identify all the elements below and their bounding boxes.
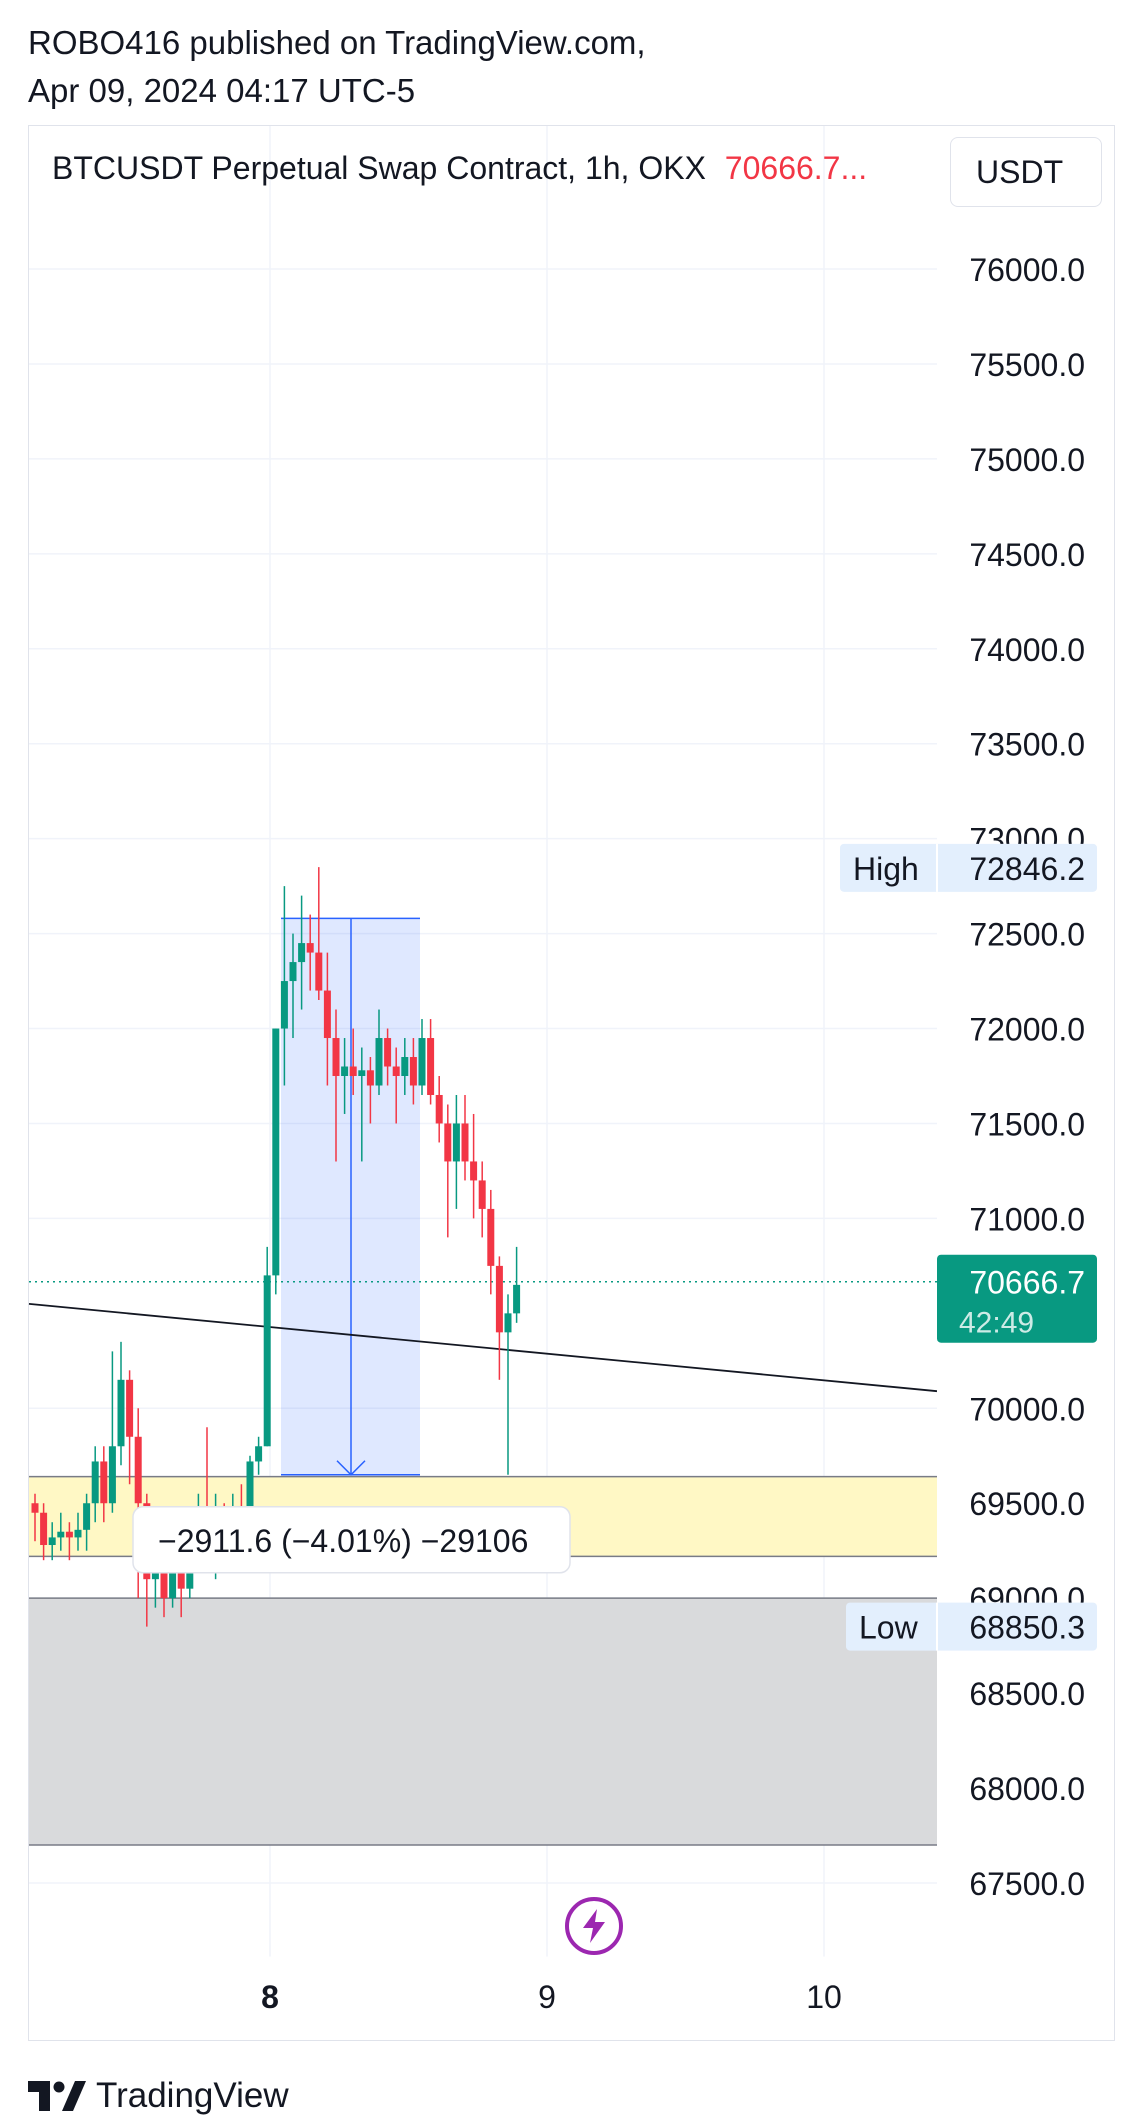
trendline[interactable] xyxy=(28,1302,938,1393)
lightning-icon[interactable] xyxy=(565,1897,623,1955)
candle[interactable] xyxy=(134,1436,142,1504)
price-tick-label: 71500.0 xyxy=(969,1106,1085,1142)
price-tick-label: 70000.0 xyxy=(969,1391,1085,1427)
measure-label: −2911.6 (−4.01%) −29106 xyxy=(158,1523,528,1559)
high-tag xyxy=(840,843,1097,892)
arrow-down-icon xyxy=(336,1460,366,1476)
candle[interactable] xyxy=(349,1066,357,1076)
demand-zone xyxy=(29,1598,937,1846)
price-tick-label: 74000.0 xyxy=(969,632,1085,668)
candle[interactable] xyxy=(418,1038,426,1086)
candle[interactable] xyxy=(169,1550,177,1599)
last-price-value: 70666.7 xyxy=(969,1265,1085,1301)
candle[interactable] xyxy=(126,1379,134,1437)
symbol-title: BTCUSDT Perpetual Swap Contract, 1h, OKX xyxy=(52,150,706,186)
candle[interactable] xyxy=(91,1461,99,1504)
candle[interactable] xyxy=(40,1512,48,1546)
high-value: 72846.2 xyxy=(969,851,1085,887)
candle[interactable] xyxy=(384,1038,392,1067)
candle[interactable] xyxy=(461,1123,469,1162)
candle[interactable] xyxy=(504,1313,512,1333)
low-value: 68850.3 xyxy=(969,1610,1085,1646)
price-tick-label: 67500.0 xyxy=(969,1866,1085,1902)
time-tick-label: 9 xyxy=(538,1979,556,2015)
last-price-tag xyxy=(937,1254,1097,1343)
chart-frame xyxy=(28,125,1115,2041)
candle[interactable] xyxy=(470,1161,478,1181)
low-label: Low xyxy=(859,1610,919,1646)
measure-label-box xyxy=(132,1506,571,1574)
candle[interactable] xyxy=(306,943,314,953)
candle[interactable] xyxy=(323,990,331,1039)
publish-date: Apr 09, 2024 04:17 UTC-5 xyxy=(28,72,416,109)
tradingview-brand: TradingView xyxy=(28,2076,289,2116)
candle[interactable] xyxy=(298,943,306,963)
candle[interactable] xyxy=(366,1070,374,1086)
candle[interactable] xyxy=(435,1094,443,1124)
header-price: 70666.7 xyxy=(724,150,841,186)
candle[interactable] xyxy=(117,1379,125,1447)
candle[interactable] xyxy=(478,1180,486,1209)
price-tick-label: 74500.0 xyxy=(969,537,1085,573)
candle[interactable] xyxy=(409,1057,417,1086)
price-tick-label: 69500.0 xyxy=(969,1486,1085,1522)
candle[interactable] xyxy=(401,1057,409,1076)
tradingview-logo-icon xyxy=(28,2081,86,2111)
time-tick-label: 8 xyxy=(261,1979,279,2015)
candle[interactable] xyxy=(246,1461,254,1532)
candle[interactable] xyxy=(427,1038,435,1095)
price-tick-label: 68000.0 xyxy=(969,1771,1085,1807)
price-tick-label: 72500.0 xyxy=(969,917,1085,953)
candle[interactable] xyxy=(65,1531,73,1538)
candle[interactable] xyxy=(100,1461,108,1504)
candle[interactable] xyxy=(31,1503,39,1513)
candle[interactable] xyxy=(495,1265,503,1333)
publisher-line: ROBO416 published on TradingView.com, xyxy=(28,24,646,61)
candle[interactable] xyxy=(375,1038,383,1086)
candle[interactable] xyxy=(263,1275,271,1447)
tradingview-wordmark: TradingView xyxy=(96,2076,289,2115)
candle[interactable] xyxy=(74,1529,82,1538)
candle[interactable] xyxy=(255,1446,263,1462)
candle[interactable] xyxy=(57,1531,65,1538)
candle[interactable] xyxy=(160,1550,168,1599)
time-tick-label: 10 xyxy=(806,1979,842,2015)
candle[interactable] xyxy=(332,1038,340,1076)
candle[interactable] xyxy=(315,952,323,991)
price-tick-label: 68500.0 xyxy=(969,1676,1085,1712)
price-tick-label: 72000.0 xyxy=(969,1012,1085,1048)
candle[interactable] xyxy=(392,1066,400,1076)
candle[interactable] xyxy=(513,1284,521,1314)
bar-countdown: 42:49 xyxy=(959,1307,1034,1340)
price-tick-label: 75000.0 xyxy=(969,442,1085,478)
candle[interactable] xyxy=(280,981,288,1029)
candle[interactable] xyxy=(272,1028,280,1276)
price-axis-bg xyxy=(937,126,1114,1957)
high-label: High xyxy=(853,851,919,887)
candle[interactable] xyxy=(358,1070,366,1076)
price-tick-label: 76000.0 xyxy=(969,252,1085,288)
candle[interactable] xyxy=(487,1208,495,1266)
symbol-header: BTCUSDT Perpetual Swap Contract, 1h, OKX… xyxy=(52,150,867,187)
price-tick-label: 71000.0 xyxy=(969,1201,1085,1237)
price-tick-label: 73500.0 xyxy=(969,727,1085,763)
candle[interactable] xyxy=(108,1446,116,1504)
candle[interactable] xyxy=(444,1123,452,1162)
candle[interactable] xyxy=(289,962,297,982)
currency-button[interactable]: USDT xyxy=(950,137,1102,207)
header-ellipsis: ... xyxy=(840,150,868,186)
price-tick-label: 75500.0 xyxy=(969,347,1085,383)
candle[interactable] xyxy=(452,1123,460,1162)
candle[interactable] xyxy=(341,1066,349,1076)
candle[interactable] xyxy=(48,1537,56,1546)
candle[interactable] xyxy=(83,1503,91,1530)
low-tag xyxy=(846,1602,1097,1651)
